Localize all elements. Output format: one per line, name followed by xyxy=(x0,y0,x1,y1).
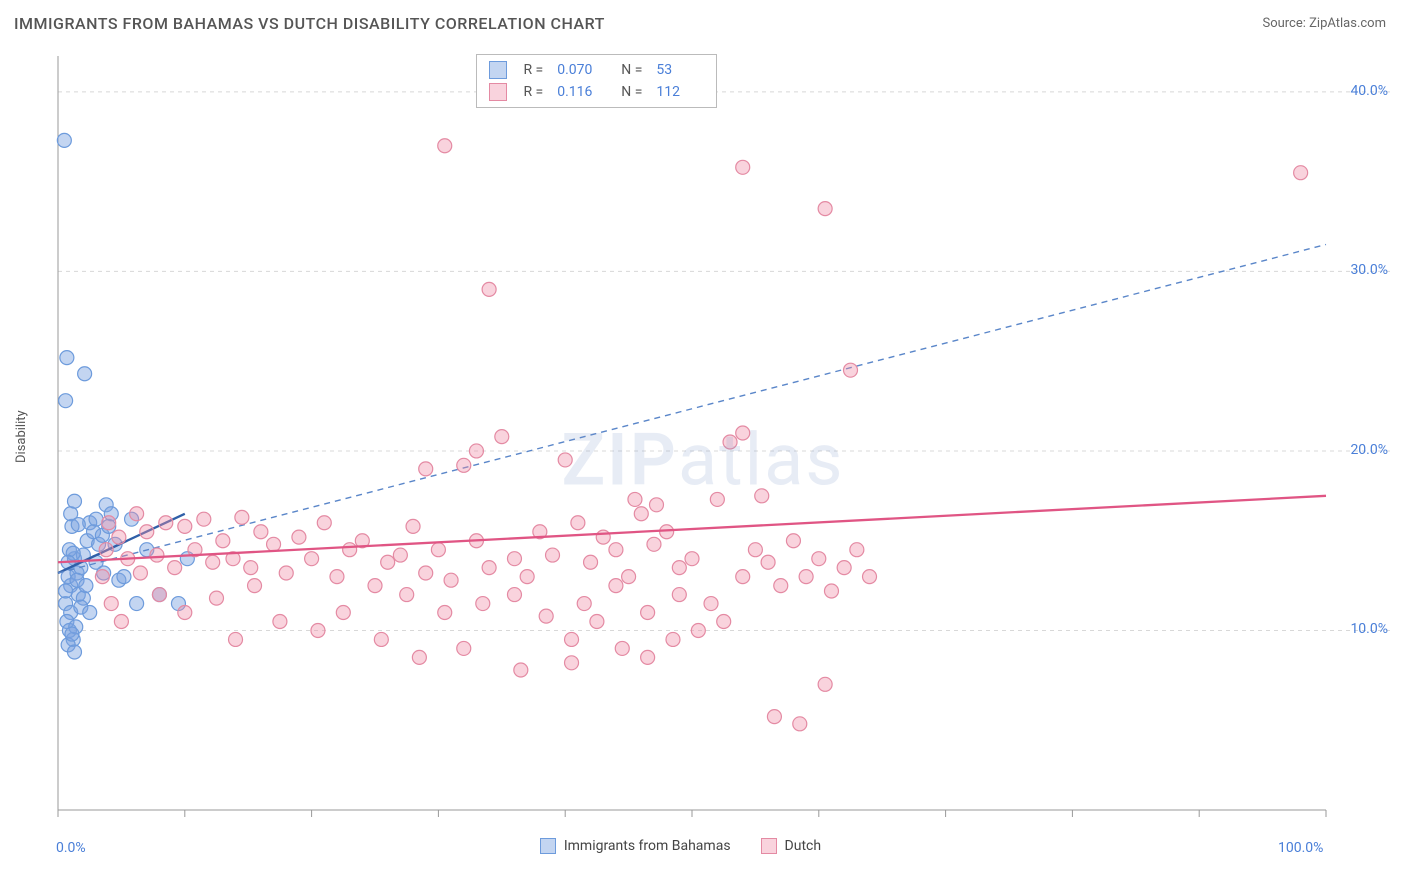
y-tick-label: 30.0% xyxy=(1350,262,1388,278)
legend-r-value: 0.070 xyxy=(557,62,605,78)
legend-swatch xyxy=(489,83,507,101)
legend-stat-row: R = 0.116 N = 112 xyxy=(485,81,708,103)
y-tick-label: 20.0% xyxy=(1350,442,1388,458)
legend-stat-row: R = 0.070 N = 53 xyxy=(485,59,708,81)
legend-swatch xyxy=(761,838,777,854)
legend-item: Dutch xyxy=(761,838,822,854)
legend-swatch xyxy=(540,838,556,854)
x-tick-label: 100.0% xyxy=(1278,840,1323,856)
legend-n-value: 53 xyxy=(656,62,704,78)
legend-r-label: R = xyxy=(523,84,543,100)
legend-item-label: Dutch xyxy=(785,838,822,854)
y-tick-label: 40.0% xyxy=(1350,83,1388,99)
legend-n-value: 112 xyxy=(656,84,704,100)
chart-area: ZIPatlas Disability R =0.070N =53R =0.11… xyxy=(14,46,1392,882)
legend-r-value: 0.116 xyxy=(557,84,605,100)
legend-n-label: N = xyxy=(621,62,642,78)
y-tick-label: 10.0% xyxy=(1350,621,1388,637)
y-axis-label: Disability xyxy=(14,410,29,463)
legend-item: Immigrants from Bahamas xyxy=(540,838,731,854)
chart-title: IMMIGRANTS FROM BAHAMAS VS DUTCH DISABIL… xyxy=(14,14,605,33)
legend-stats-box: R = 0.070 N = 53 R = 0.116 N = 112 xyxy=(476,54,717,108)
chart-header: IMMIGRANTS FROM BAHAMAS VS DUTCH DISABIL… xyxy=(0,0,1406,41)
scatter-chart xyxy=(14,46,1392,882)
legend-item-label: Immigrants from Bahamas xyxy=(564,838,731,854)
source-label: Source: ZipAtlas.com xyxy=(1262,16,1386,31)
legend-r-label: R = xyxy=(523,62,543,78)
legend-n-label: N = xyxy=(621,84,642,100)
legend-series-bottom: Immigrants from Bahamas Dutch xyxy=(540,838,821,854)
x-tick-label: 0.0% xyxy=(56,840,86,856)
legend-swatch xyxy=(489,61,507,79)
